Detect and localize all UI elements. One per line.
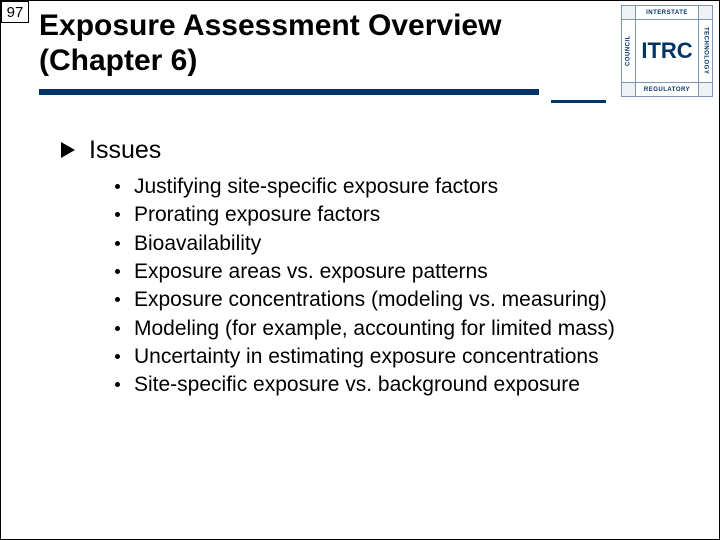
logo-corner [698, 82, 712, 96]
logo-top-label: INTERSTATE [636, 6, 698, 20]
title-underline [39, 89, 539, 95]
list-item: Bioavailability [115, 230, 679, 258]
page-number: 97 [1, 1, 29, 23]
list-item: Justifying site-specific exposure factor… [115, 173, 679, 201]
list-item-text: Modeling (for example, accounting for li… [134, 315, 615, 343]
dot-bullet-icon [115, 212, 120, 217]
title-underline-accent [551, 100, 606, 103]
dot-bullet-icon [115, 354, 120, 359]
logo-right-label: TECHNOLOGY [698, 20, 712, 82]
dot-bullet-icon [115, 326, 120, 331]
list-item-text: Uncertainty in estimating exposure conce… [134, 343, 599, 371]
list-item: Prorating exposure factors [115, 201, 679, 229]
level1-heading: Issues [89, 136, 161, 165]
list-item-text: Justifying site-specific exposure factor… [134, 173, 498, 201]
level1-bullet: Issues [61, 136, 679, 165]
logo-center-text: ITRC [636, 20, 698, 82]
triangle-bullet-icon [61, 142, 75, 158]
list-item: Site-specific exposure vs. background ex… [115, 371, 679, 399]
list-item-text: Site-specific exposure vs. background ex… [134, 371, 580, 399]
slide-header: Exposure Assessment Overview (Chapter 6) [39, 9, 614, 78]
slide-body: Issues Justifying site-specific exposure… [61, 136, 679, 400]
title-line-1: Exposure Assessment Overview [39, 9, 501, 42]
list-item: Uncertainty in estimating exposure conce… [115, 343, 679, 371]
dot-bullet-icon [115, 297, 120, 302]
list-item-text: Exposure concentrations (modeling vs. me… [134, 286, 607, 314]
list-item: Modeling (for example, accounting for li… [115, 315, 679, 343]
list-item-text: Bioavailability [134, 230, 261, 258]
level2-list: Justifying site-specific exposure factor… [115, 173, 679, 400]
logo-corner [622, 6, 636, 20]
list-item-text: Prorating exposure factors [134, 201, 380, 229]
logo-corner [622, 82, 636, 96]
dot-bullet-icon [115, 382, 120, 387]
itrc-logo: INTERSTATE COUNCIL ITRC TECHNOLOGY REGUL… [621, 5, 713, 97]
dot-bullet-icon [115, 269, 120, 274]
logo-bottom-label: REGULATORY [636, 82, 698, 96]
dot-bullet-icon [115, 184, 120, 189]
list-item-text: Exposure areas vs. exposure patterns [134, 258, 488, 286]
list-item: Exposure concentrations (modeling vs. me… [115, 286, 679, 314]
dot-bullet-icon [115, 241, 120, 246]
logo-left-label: COUNCIL [622, 20, 636, 82]
logo-corner [698, 6, 712, 20]
slide-title: Exposure Assessment Overview (Chapter 6) [39, 9, 614, 78]
title-line-2: (Chapter 6) [39, 44, 197, 77]
list-item: Exposure areas vs. exposure patterns [115, 258, 679, 286]
